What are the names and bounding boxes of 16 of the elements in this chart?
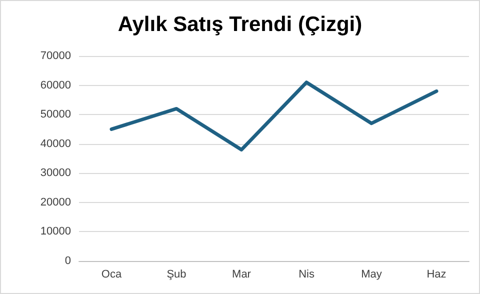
x-tick-label: Mar [232,268,252,280]
x-tick-label: Nis [298,268,315,280]
y-tick-label: 60000 [40,79,71,92]
x-tick-label: Haz [426,268,446,280]
y-tick-label: 30000 [40,167,71,180]
y-tick-label: 10000 [40,226,71,238]
chart-title: Aylık Satış Trendi (Çizgi) [118,13,362,36]
y-tick-label: 50000 [40,108,71,121]
line-series [110,80,438,152]
y-tick-label: 40000 [40,138,71,150]
x-tick-label: Şub [166,268,186,280]
y-tick-label: 20000 [40,196,71,208]
y-tick-label: 70000 [40,50,71,62]
y-tick-label: 0 [64,255,71,267]
x-tick-label: Oca [101,268,122,280]
x-tick-label: May [361,268,382,280]
